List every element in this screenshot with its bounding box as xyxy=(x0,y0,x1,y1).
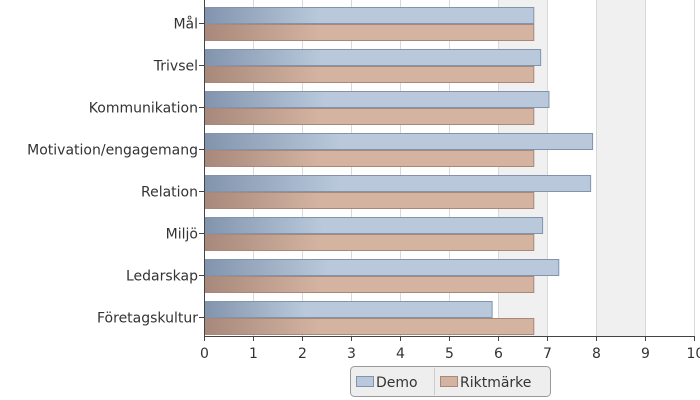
category-label: Motivation/engagemang xyxy=(27,143,198,159)
shaded-band-1 xyxy=(596,0,645,336)
x-tick-label: 3 xyxy=(347,346,356,362)
bar-riktmärke-2 xyxy=(204,108,535,125)
x-tick-label: 6 xyxy=(494,346,503,362)
bar-riktmärke-5 xyxy=(204,234,535,251)
bar-demo-0 xyxy=(204,7,535,24)
bar-riktmärke-3 xyxy=(204,150,535,167)
bars xyxy=(204,7,594,335)
bar-demo-2 xyxy=(204,91,550,108)
legend-label-demo: Demo xyxy=(376,375,418,391)
bar-demo-3 xyxy=(204,133,594,150)
category-label: Ledarskap xyxy=(126,269,198,285)
bar-demo-6 xyxy=(204,259,560,276)
bar-riktmärke-0 xyxy=(204,24,535,41)
category-label: Mål xyxy=(173,16,198,33)
legend-swatch-demo xyxy=(356,376,374,387)
bar-demo-5 xyxy=(204,217,544,234)
bar-riktmärke-4 xyxy=(204,192,535,209)
legend: Demo Riktmärke xyxy=(350,366,551,397)
category-label: Relation xyxy=(141,185,198,201)
x-tick-label: 9 xyxy=(641,346,650,362)
category-labels: Mål Trivsel Kommunikation Motivation/engage… xyxy=(27,16,198,327)
x-tick-label: 5 xyxy=(445,346,454,362)
x-tick-label: 10 xyxy=(687,346,700,362)
bar-demo-7 xyxy=(204,301,493,318)
category-label: Kommunikation xyxy=(89,101,198,117)
x-tick-label: 0 xyxy=(200,346,209,362)
bar-riktmärke-6 xyxy=(204,276,535,293)
x-tick-label: 4 xyxy=(396,346,405,362)
axes xyxy=(199,0,695,341)
bar-demo-4 xyxy=(204,175,592,192)
category-label: Företagskultur xyxy=(97,311,198,327)
bar-riktmärke-1 xyxy=(204,66,535,83)
bar-demo-1 xyxy=(204,49,542,66)
tick-labels: 0 1 2 3 4 5 6 7 8 9 10 xyxy=(200,346,700,362)
category-label: Trivsel xyxy=(153,59,198,75)
bar-riktmärke-7 xyxy=(204,318,535,335)
legend-label-riktmärke: Riktmärke xyxy=(460,375,531,391)
category-label: Miljö xyxy=(166,227,198,243)
legend-swatch-riktmärke xyxy=(440,376,458,387)
x-tick-label: 8 xyxy=(592,346,601,362)
x-tick-label: 2 xyxy=(298,346,307,362)
x-tick-label: 7 xyxy=(543,346,552,362)
x-tick-label: 1 xyxy=(249,346,258,362)
